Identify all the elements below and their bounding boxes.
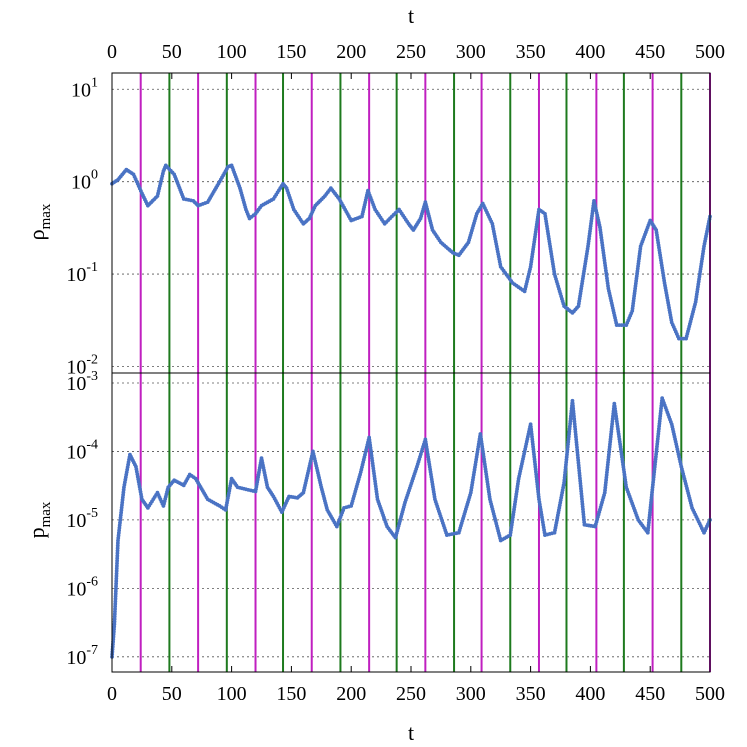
p-plot-frame: [111, 372, 711, 673]
p-y-tick-label: 10-7: [66, 643, 98, 669]
p-y-tick-label: 10-3: [66, 369, 98, 395]
p-y-tick-exp: -6: [86, 574, 98, 589]
bottom-x-tick-label: 0: [107, 683, 117, 705]
bottom-x-tick-label: 50: [162, 683, 182, 705]
p-y-tick-exp: -4: [86, 437, 98, 452]
bottom-x-tick-label: 500: [695, 683, 725, 705]
rho-y-tick-label: 101: [71, 75, 98, 101]
top-x-tick-label: 450: [635, 41, 665, 63]
bottom-x-tick-label: 400: [575, 683, 605, 705]
p-y-tick-base: 10: [66, 510, 86, 532]
top-x-tick-label: 100: [217, 41, 247, 63]
top-x-tick-label: 500: [695, 41, 725, 63]
rho-y-tick-label: 10-1: [66, 260, 98, 286]
x-tick-labels: 0 0 50 50 100 100 150 150 200 200 250 250 300 300 350 3…: [107, 41, 725, 705]
top-y-axis-title-sub: max: [38, 203, 54, 229]
rho-y-tick-label: 100: [71, 168, 98, 194]
top-x-tick-label: 300: [456, 41, 486, 63]
p-y-tick-base: 10: [66, 441, 86, 463]
bottom-y-axis-title: pmax: [24, 501, 54, 538]
p-y-tick-label: 10-6: [66, 574, 98, 600]
p-y-tick-base: 10: [66, 373, 86, 395]
p-y-tick-label: 10-5: [66, 506, 98, 532]
top-x-tick-label: 50: [162, 41, 182, 63]
rho-y-tick-base: 10: [71, 172, 91, 194]
rho-y-tick-exp: 0: [91, 168, 98, 183]
rho-y-tick-base: 10: [66, 264, 86, 286]
bottom-x-axis-title: t: [408, 720, 414, 745]
bottom-x-tick-label: 350: [516, 683, 546, 705]
top-x-tick-label: 200: [336, 41, 366, 63]
bottom-y-axis-title-main: p: [24, 527, 49, 538]
p-y-tick-exp: -7: [86, 643, 98, 658]
rho-y-tick-base: 10: [66, 356, 86, 378]
rho-y-tick-base: 10: [71, 79, 91, 101]
top-x-tick-label: 350: [516, 41, 546, 63]
bottom-x-tick-label: 450: [635, 683, 665, 705]
top-y-axis-title-main: ρ: [24, 229, 49, 240]
p-y-tick-base: 10: [66, 647, 86, 669]
p-y-tick-exp: -3: [86, 369, 98, 384]
top-x-tick-label: 250: [396, 41, 426, 63]
top-y-axis-title: ρmax: [24, 203, 54, 240]
rho-plot-frame: [111, 72, 711, 374]
top-x-axis-title: t: [408, 3, 414, 28]
bottom-x-tick-label: 300: [456, 683, 486, 705]
bottom-y-axis-title-sub: max: [38, 501, 54, 527]
bottom-x-tick-label: 200: [336, 683, 366, 705]
p-y-tick-exp: -5: [86, 506, 98, 521]
rho-y-tick-exp: -2: [86, 352, 98, 367]
bottom-x-tick-label: 150: [276, 683, 306, 705]
top-x-tick-label: 150: [276, 41, 306, 63]
p-y-tick-base: 10: [66, 578, 86, 600]
rho-y-tick-label: 10-2: [66, 352, 98, 378]
bottom-x-tick-label: 100: [217, 683, 247, 705]
rho-y-tick-exp: -1: [86, 260, 98, 275]
p-y-tick-label: 10-4: [66, 437, 98, 463]
bottom-x-tick-label: 250: [396, 683, 426, 705]
p-max-panel: 10-310-410-510-610-7: [66, 369, 712, 673]
top-x-tick-label: 0: [107, 41, 117, 63]
rho-y-tick-exp: 1: [91, 75, 98, 90]
top-x-tick-label: 400: [575, 41, 605, 63]
